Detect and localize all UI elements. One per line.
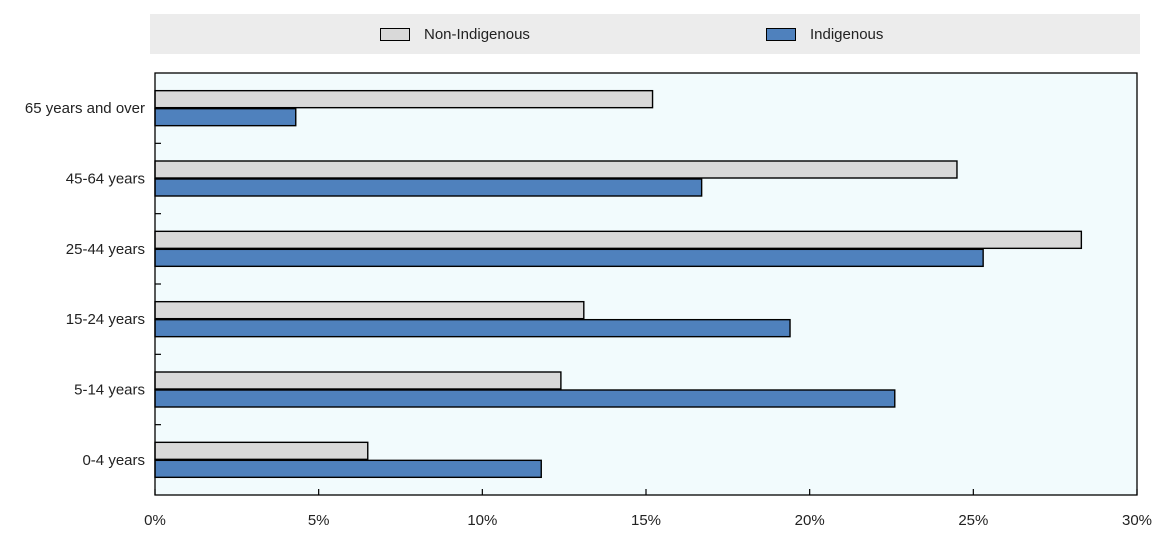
y-tick-label: 15-24 years	[66, 311, 145, 328]
legend-label-non-indigenous: Non-Indigenous	[424, 25, 530, 43]
bar-non-indigenous-0-4-years	[154, 441, 369, 461]
bar-non-indigenous-15-24-years	[154, 300, 585, 320]
y-tick-label: 0-4 years	[82, 452, 145, 469]
bar-non-indigenous-5-14-years	[154, 371, 562, 390]
bar-indigenous-45-64-years	[154, 178, 703, 197]
x-tick-label: 20%	[795, 512, 825, 529]
bar-non-indigenous-45-64-years	[154, 160, 958, 179]
x-tick-label: 0%	[144, 512, 166, 529]
y-tick-label: 65 years and over	[25, 100, 145, 117]
bar-non-indigenous-25-44-years	[154, 230, 1083, 250]
x-tick-label: 5%	[308, 512, 330, 529]
plot-area	[155, 73, 1137, 495]
bar-indigenous-65-years-and-over	[154, 107, 297, 127]
x-tick-label: 10%	[467, 512, 497, 529]
y-tick-label: 5-14 years	[74, 382, 145, 399]
x-tick-label: 15%	[631, 512, 661, 529]
bar-indigenous-25-44-years	[154, 248, 984, 268]
bar-indigenous-0-4-years	[154, 459, 542, 479]
legend-item-non-indigenous: Non-Indigenous	[380, 14, 530, 54]
legend-swatch-indigenous	[766, 27, 796, 41]
y-tick-label: 25-44 years	[66, 241, 145, 258]
bar-indigenous-5-14-years	[154, 389, 896, 408]
legend: Non-Indigenous Indigenous	[150, 14, 1140, 54]
y-tick-label: 45-64 years	[66, 171, 145, 188]
x-tick-label: 30%	[1122, 512, 1152, 529]
legend-swatch-non-indigenous	[380, 27, 410, 41]
legend-item-indigenous: Indigenous	[766, 14, 883, 54]
bar-indigenous-15-24-years	[154, 318, 791, 338]
bar-non-indigenous-65-years-and-over	[154, 89, 654, 109]
x-tick-label: 25%	[958, 512, 988, 529]
legend-label-indigenous: Indigenous	[810, 25, 884, 43]
